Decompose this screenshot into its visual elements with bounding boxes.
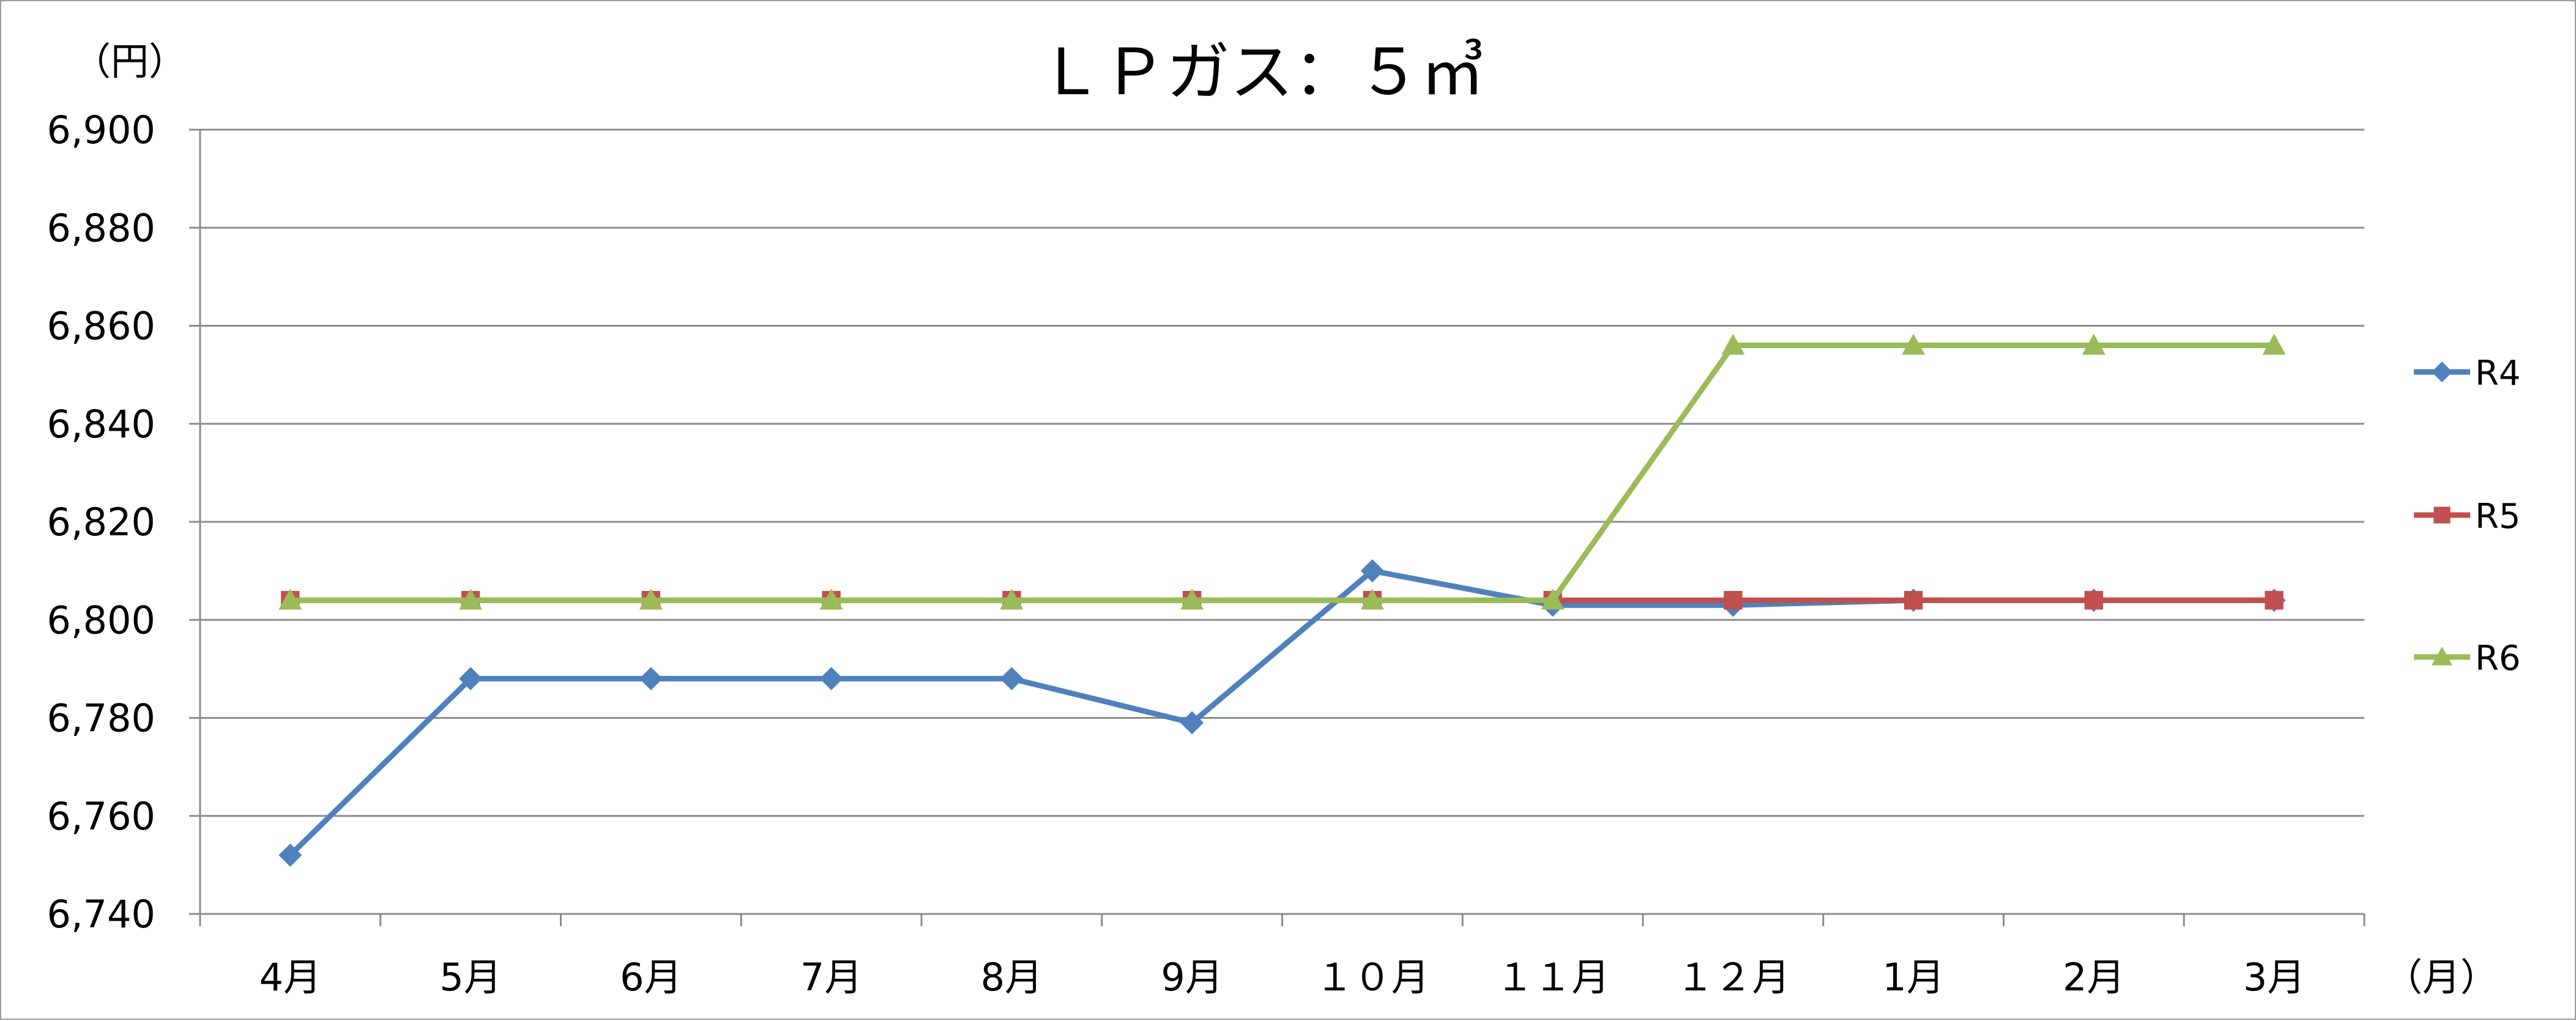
grid-layer — [200, 128, 2364, 915]
legend-swatch-marker — [2432, 647, 2452, 666]
x-tick-label: 7月 — [800, 955, 862, 1000]
data-point-r4 — [819, 667, 843, 691]
data-point-r5 — [2084, 591, 2104, 610]
series-layer — [278, 333, 2286, 867]
data-point-r4 — [459, 667, 483, 691]
data-point-r6 — [1541, 588, 1565, 610]
data-point-r5 — [2265, 591, 2284, 610]
data-point-r6 — [1000, 588, 1024, 610]
y-tick-label: 6,900 — [47, 108, 156, 152]
y-tick-label: 6,780 — [47, 696, 156, 741]
data-point-r6 — [1360, 588, 1384, 610]
x-axis-unit-label: （月） — [2384, 955, 2498, 1000]
data-point-r4 — [278, 843, 302, 867]
series-r6 — [278, 333, 2286, 610]
series-line-r6 — [290, 343, 2274, 603]
data-point-r5 — [1904, 591, 1923, 610]
legend-item-r5: R5 — [2414, 497, 2521, 536]
chart-title: ＬＰガス：５㎥ — [1039, 35, 1484, 110]
legend-label: R5 — [2475, 497, 2521, 536]
legend-item-r6: R6 — [2414, 639, 2521, 678]
data-point-r4 — [1360, 559, 1384, 583]
x-tick-label: 8月 — [981, 955, 1043, 1000]
x-tick-label: 1月 — [1882, 955, 1944, 1000]
data-point-r6 — [2082, 333, 2105, 355]
x-tick-label: １２月 — [1676, 955, 1790, 1000]
data-point-r5 — [1724, 591, 1743, 610]
legend-swatch-marker — [2433, 507, 2451, 524]
x-tick-label: 9月 — [1161, 955, 1223, 1000]
data-point-r4 — [1000, 667, 1024, 691]
x-tick-label: 6月 — [620, 955, 682, 1000]
data-point-r6 — [639, 588, 663, 610]
y-tick-label: 6,860 — [47, 304, 156, 349]
y-tick-label: 6,820 — [47, 500, 156, 544]
y-tick-label: 6,800 — [47, 598, 156, 642]
data-point-r4 — [1180, 711, 1204, 735]
y-tick-label: 6,880 — [47, 206, 156, 250]
y-tick-label: 6,840 — [47, 402, 156, 447]
y-tick-label: 6,740 — [47, 892, 156, 937]
y-tick-label: 6,760 — [47, 794, 156, 839]
data-point-r6 — [819, 588, 843, 610]
x-tick-label: 3月 — [2243, 955, 2305, 1000]
series-line-r4 — [288, 568, 2274, 858]
legend-label: R4 — [2475, 354, 2521, 393]
data-point-r6 — [1902, 333, 1926, 355]
legend-swatch-marker — [2432, 362, 2452, 382]
y-axis-unit-label: （円） — [73, 39, 187, 84]
legend-label: R6 — [2475, 639, 2521, 678]
series-r4 — [278, 559, 2286, 867]
x-tick-label: １０月 — [1316, 955, 1429, 1000]
x-tick-label: 2月 — [2063, 955, 2124, 1000]
legend: R4 R5 R6 — [2414, 354, 2521, 678]
data-point-r6 — [459, 588, 483, 610]
x-tick-label: 5月 — [439, 955, 501, 1000]
x-tick-label: 4月 — [259, 955, 321, 1000]
data-point-r6 — [278, 588, 302, 610]
data-point-r4 — [639, 667, 663, 691]
data-point-r6 — [1721, 333, 1745, 355]
data-point-r6 — [2262, 333, 2286, 355]
data-point-r6 — [1180, 588, 1204, 610]
axis-layer: 6,740 6,760 6,780 6,800 6,820 6,840 6,860 6,880… — [47, 108, 2366, 1000]
x-tick-label: １１月 — [1496, 955, 1610, 1000]
legend-item-r4: R4 — [2414, 354, 2521, 393]
